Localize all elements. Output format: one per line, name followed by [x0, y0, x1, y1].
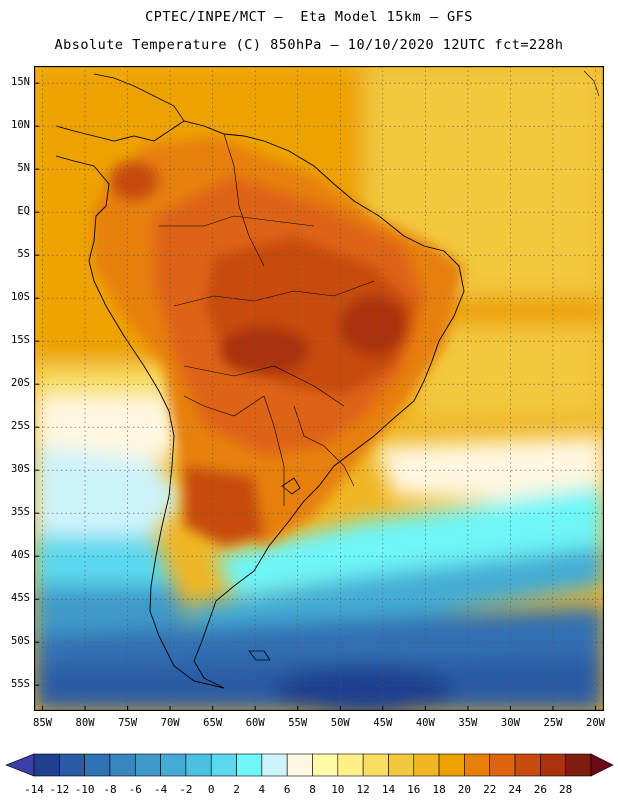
colorbar-label: 4 [258, 783, 266, 796]
lon-label: 70W [160, 717, 180, 729]
colorbar-label: -6 [128, 783, 142, 796]
lon-label: 30W [500, 717, 520, 729]
lon-label: 25W [543, 717, 563, 729]
colorbar-label: -8 [103, 783, 117, 796]
colorbar-label: 10 [331, 783, 345, 796]
colorbar-swatch [565, 753, 592, 777]
colorbar-swatch [134, 753, 161, 777]
colorbar-label: -4 [153, 783, 168, 796]
colorbar-swatch [489, 753, 516, 777]
colorbar-swatch [236, 753, 263, 777]
colorbar-label: -2 [179, 783, 193, 796]
lon-label: 75W [118, 717, 138, 729]
colorbar-swatch [109, 753, 136, 777]
colorbar-label: 22 [483, 783, 497, 796]
colorbar-swatch [33, 753, 60, 777]
colorbar-swatch [185, 753, 212, 777]
colorbar-label: 0 [207, 783, 215, 796]
lat-label: 35S [11, 506, 30, 519]
colorbar-under-arrow [5, 753, 35, 777]
colorbar-swatch [160, 753, 187, 777]
colorbar-label: -10 [74, 783, 95, 796]
colorbar-label: 12 [356, 783, 370, 796]
colorbar-label: 26 [533, 783, 547, 796]
lon-label: 60W [245, 717, 265, 729]
lon-label: 65W [203, 717, 223, 729]
continent-outline [55, 70, 600, 689]
land-heat-field [94, 136, 464, 546]
lat-label: 5N [17, 162, 30, 175]
colorbar-swatch [59, 753, 85, 777]
lon-label: 80W [75, 717, 95, 729]
lat-label: EQ [17, 205, 30, 218]
colorbar-label: 24 [508, 783, 522, 796]
lat-label: 55S [11, 678, 30, 691]
colorbar-swatch [312, 753, 339, 777]
lat-label: 50S [11, 635, 30, 648]
lat-label: 15N [11, 76, 30, 89]
lon-label: 85W [33, 717, 52, 729]
lat-label: 30S [11, 463, 30, 476]
lat-label: 20S [11, 377, 30, 390]
colorbar-label: 18 [432, 783, 446, 796]
lat-label: 5S [17, 248, 30, 261]
colorbar-swatch [388, 753, 415, 777]
colorbar-swatch [540, 753, 566, 777]
colorbar-label: -14 [24, 783, 44, 796]
colorbar-swatch [261, 753, 288, 777]
colorbar-label: 6 [283, 783, 291, 796]
colorbar-swatch [210, 753, 237, 777]
colorbar-over-arrow [590, 753, 614, 777]
colorbar-swatch [337, 753, 364, 777]
colorbar-swatch [438, 753, 465, 777]
colorbar-label: 20 [457, 783, 472, 796]
lat-label: 15S [11, 334, 30, 347]
temperature-map [34, 66, 604, 711]
colorbar-swatch [413, 753, 440, 777]
lon-label: 40W [415, 717, 435, 729]
lat-label: 10N [11, 119, 30, 132]
lon-label: 20W [586, 717, 605, 729]
colorbar-swatch [286, 753, 313, 777]
lat-label: 40S [11, 549, 30, 562]
chart-subtitle: Absolute Temperature (C) 850hPa — 10/10/… [54, 37, 564, 53]
colorbar-label: 28 [559, 783, 573, 796]
colorbar [5, 753, 614, 777]
colorbar-swatch [464, 753, 491, 777]
colorbar-label: 8 [309, 783, 316, 796]
lon-label: 55W [288, 717, 308, 729]
map-frame [34, 66, 604, 711]
chart-title: CPTEC/INPE/MCT — Eta Model 15km — GFS [145, 9, 473, 25]
colorbar-label: 16 [407, 783, 421, 796]
colorbar-swatch [362, 753, 389, 777]
colorbar-swatch [514, 753, 541, 777]
lon-label: 35W [458, 717, 478, 729]
colorbar-label: 14 [381, 783, 396, 796]
colorbar-label: 2 [233, 783, 240, 796]
lat-lon-grid [34, 66, 604, 711]
colorbar-swatch [84, 753, 111, 777]
lon-label: 50W [330, 717, 350, 729]
lat-label: 45S [11, 592, 30, 605]
colorbar-label: -12 [49, 783, 70, 796]
lat-label: 25S [11, 420, 30, 433]
lat-label: 10S [11, 291, 30, 304]
lon-label: 45W [373, 717, 393, 729]
